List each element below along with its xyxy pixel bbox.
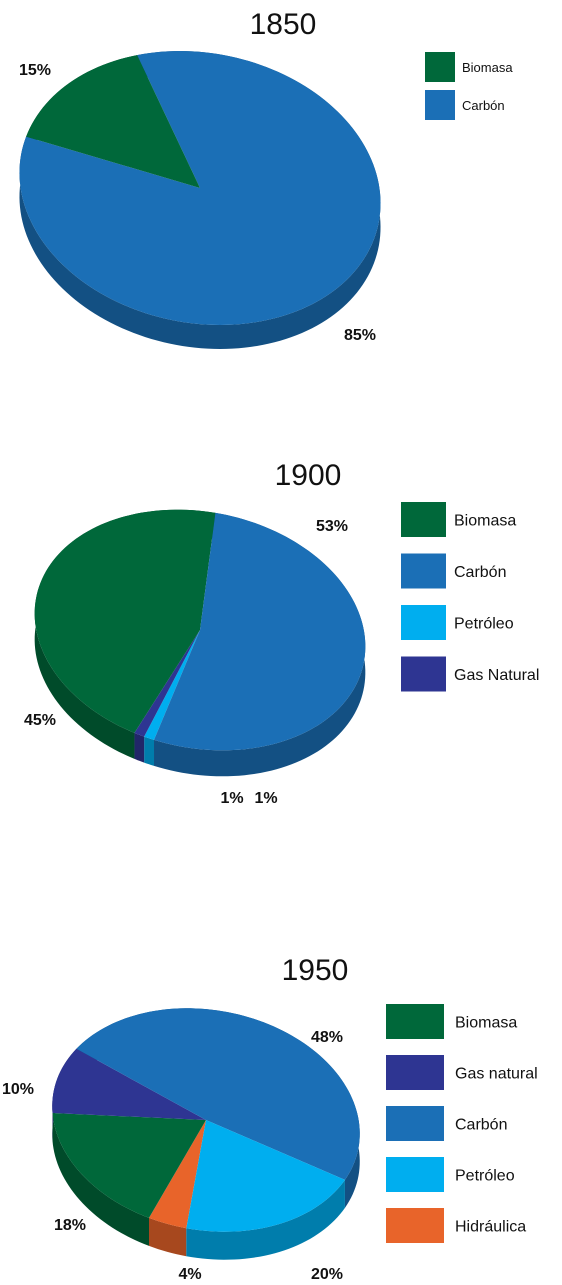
pie-slice-carbón <box>154 512 366 751</box>
legend-swatch <box>401 656 446 692</box>
chart-title: 1900 <box>275 459 342 492</box>
legend-label: Petróleo <box>455 1168 515 1185</box>
legend-label: Biomasa <box>455 1015 517 1032</box>
pie-side-petróleo <box>186 1179 345 1260</box>
legend-swatch <box>401 605 446 640</box>
pie-slice-biomasa <box>26 55 200 189</box>
pie-side-biomasa <box>52 1113 149 1246</box>
legend-label: Hidráulica <box>455 1219 526 1236</box>
pie-chart-1900: 1900 45% 53% 1% 1% Biomasa Carbón Petróleo Gas N… <box>24 459 539 807</box>
legend-swatch <box>386 1106 444 1141</box>
legend-label: Biomasa <box>454 513 516 530</box>
data-label-gas-natural: 1% <box>220 790 243 807</box>
legend-label: Gas natural <box>455 1066 538 1083</box>
data-label-petróleo: 1% <box>254 790 277 807</box>
legend: Biomasa Gas natural Carbón Petróleo Hidráuli… <box>386 1004 538 1243</box>
chart-title: 1850 <box>250 8 317 41</box>
pie-side-hidráulica <box>149 1217 187 1257</box>
pie-side-gas-natural <box>134 732 145 763</box>
pie-slice-gas-natural <box>52 1048 206 1120</box>
legend-swatch <box>425 52 455 82</box>
legend-swatch <box>386 1055 444 1090</box>
data-label-hidráulica: 4% <box>178 1266 201 1283</box>
data-label-carbón: 48% <box>311 1029 343 1046</box>
legend-swatch <box>401 553 446 589</box>
pie-slice-carbón <box>19 51 381 325</box>
legend-label: Biomasa <box>462 60 513 75</box>
data-label-carbón: 85% <box>344 327 376 344</box>
data-label-petróleo: 20% <box>311 1266 343 1283</box>
legend: Biomasa Carbón <box>425 52 513 120</box>
pie-slice-gas-natural <box>134 630 200 737</box>
chart-title: 1950 <box>282 954 349 987</box>
pie-slice-biomasa <box>34 509 216 733</box>
legend-swatch <box>386 1208 444 1243</box>
pie-side-petróleo <box>144 736 155 766</box>
legend-label: Petróleo <box>454 616 514 633</box>
data-label-gas-natural: 10% <box>2 1081 34 1098</box>
legend-swatch <box>425 90 455 120</box>
legend-label: Carbón <box>454 564 506 581</box>
legend: Biomasa Carbón Petróleo Gas Natural <box>401 502 539 692</box>
data-label-biomasa: 45% <box>24 712 56 729</box>
legend-swatch <box>401 502 446 537</box>
pie-slice-biomasa <box>52 1113 206 1218</box>
pie-slice-carbón <box>76 1008 360 1180</box>
legend-label: Gas Natural <box>454 667 539 684</box>
legend-label: Carbón <box>462 98 505 113</box>
pie-slice-petróleo <box>186 1120 345 1232</box>
legend-swatch <box>386 1157 444 1192</box>
data-label-biomasa: 18% <box>54 1217 86 1234</box>
data-label-biomasa: 15% <box>19 62 51 79</box>
pie-slice-hidráulica <box>149 1120 206 1229</box>
pie-chart-1950: 1950 18% 10% 48% 20% 4% Biomasa Gas natural Carb… <box>2 954 538 1283</box>
data-label-carbón: 53% <box>316 518 348 535</box>
legend-label: Carbón <box>455 1117 507 1134</box>
pie-slice-petróleo <box>144 630 200 740</box>
legend-swatch <box>386 1004 444 1039</box>
pie-chart-1850: 1850 15% 85% Biomasa Carbón <box>19 8 513 349</box>
